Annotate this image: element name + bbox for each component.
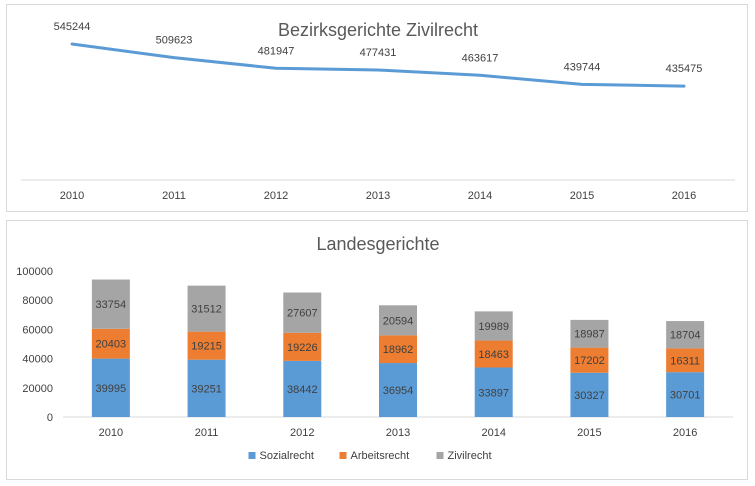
data-label: 19215: [191, 341, 222, 353]
y-tick-label: 20000: [22, 383, 53, 395]
legend-swatch-zivilrecht: [436, 452, 444, 459]
data-label: 36954: [383, 385, 414, 397]
bar-segment-arbeitsrecht: [187, 331, 226, 360]
x-tick-label: 2015: [570, 190, 594, 202]
bar-segment-sozialrecht: [570, 372, 609, 417]
bar-segment-arbeitsrecht: [570, 347, 609, 373]
x-tick-label: 2012: [264, 190, 288, 202]
bar-segment-sozialrecht: [666, 372, 705, 417]
data-label: 18962: [383, 344, 414, 356]
bar-segment-zivilrecht: [379, 305, 417, 336]
data-label: 19226: [287, 342, 318, 354]
x-tick-label: 2014: [468, 190, 492, 202]
data-label: 39995: [96, 383, 127, 395]
data-label: 33754: [96, 299, 127, 311]
data-label: 18463: [478, 349, 509, 361]
data-label: 463617: [462, 52, 499, 64]
data-label: 509623: [156, 35, 193, 47]
x-tick-label: 2013: [366, 190, 390, 202]
data-label: 481947: [258, 45, 295, 57]
line-chart: Bezirksgerichte Zivilrecht 545244 2010 5096…: [21, 20, 735, 202]
x-tick-label: 2014: [481, 427, 505, 439]
x-tick-label: 2012: [290, 427, 314, 439]
legend-swatch-sozialrecht: [248, 452, 256, 459]
line-chart-panel: Bezirksgerichte Zivilrecht 545244 2010 5096…: [6, 4, 748, 212]
data-label: 18704: [670, 330, 701, 342]
data-label: 39251: [191, 383, 222, 395]
bar-segment-zivilrecht: [187, 285, 226, 332]
x-tick-label: 2015: [577, 427, 601, 439]
data-label: 20594: [383, 315, 414, 327]
bar-segment-sozialrecht: [187, 359, 226, 417]
y-tick-label: 60000: [22, 324, 53, 336]
x-tick-label: 2010: [99, 427, 123, 439]
legend-swatch-arbeitsrecht: [339, 452, 347, 459]
legend-label: Arbeitsrecht: [351, 450, 410, 462]
bar-segment-zivilrecht: [570, 319, 609, 348]
bar-segment-arbeitsrecht: [283, 332, 322, 361]
data-label: 477431: [360, 47, 397, 59]
data-label: 18987: [574, 329, 605, 341]
data-label: 17202: [574, 355, 605, 367]
data-label: 31512: [191, 304, 222, 316]
data-label: 439744: [564, 61, 601, 73]
x-tick-label: 2013: [386, 427, 410, 439]
bar-segment-arbeitsrecht: [91, 328, 130, 359]
bar-segment-sozialrecht: [379, 363, 417, 417]
y-tick-label: 40000: [22, 354, 53, 366]
x-tick-label: 2016: [672, 190, 696, 202]
bar-segment-zivilrecht: [91, 279, 130, 329]
bar-segment-zivilrecht: [474, 311, 513, 341]
x-tick-label: 2011: [162, 190, 186, 202]
data-label: 545244: [54, 21, 91, 33]
bar-segment-zivilrecht: [666, 321, 705, 349]
stacked-bar-chart-panel: Landesgerichte 0 20000 40000 60000 80000 10000…: [6, 220, 748, 480]
x-tick-label: 2010: [60, 190, 84, 202]
data-label: 30327: [574, 390, 605, 402]
bar-segment-arbeitsrecht: [666, 348, 705, 373]
chart-title: Bezirksgerichte Zivilrecht: [278, 20, 478, 40]
x-tick-label: 2016: [673, 427, 697, 439]
data-label: 20403: [96, 339, 127, 351]
data-label: 435475: [666, 63, 703, 75]
data-label: 27607: [287, 308, 318, 320]
data-label: 30701: [670, 390, 701, 402]
x-tick-label: 2011: [195, 427, 219, 439]
bar-segment-arbeitsrecht: [474, 340, 513, 368]
bar-segment-sozialrecht: [91, 358, 130, 417]
y-tick-label: 0: [47, 412, 53, 424]
legend-label: Sozialrecht: [260, 450, 314, 462]
series-line-bezirksgerichte: [70, 42, 686, 88]
y-tick-label: 80000: [22, 295, 53, 307]
bar-segment-arbeitsrecht: [379, 335, 417, 364]
data-label: 33897: [478, 387, 509, 399]
data-label: 16311: [670, 355, 700, 367]
stacked-bar-chart: Landesgerichte 0 20000 40000 60000 80000 10000…: [16, 234, 733, 462]
bar-segment-sozialrecht: [474, 367, 513, 417]
data-label: 38442: [287, 384, 318, 396]
legend-label: Zivilrecht: [448, 450, 492, 462]
data-label: 19989: [478, 321, 509, 333]
chart-title: Landesgerichte: [316, 234, 439, 254]
bar-segment-sozialrecht: [283, 360, 322, 417]
bar-segment-zivilrecht: [283, 292, 322, 333]
y-tick-label: 100000: [16, 266, 53, 278]
